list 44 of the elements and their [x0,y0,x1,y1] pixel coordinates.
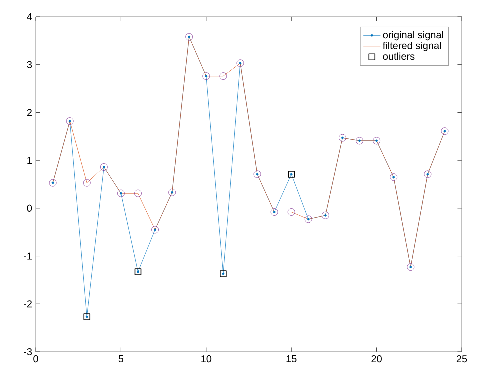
point [186,33,194,41]
y-tick-label: 1 [28,157,32,164]
legend-label: original signal [383,31,444,41]
point [83,179,91,187]
point [441,128,449,136]
y-tick-label: 2 [27,109,32,116]
point [407,264,415,271]
point [66,118,74,126]
y-tick-label: -1 [24,252,32,260]
point [84,314,91,320]
y-tick-label: 3 [27,61,32,68]
point [270,208,278,216]
point [288,208,296,216]
point [254,170,262,178]
point [356,137,364,145]
point [202,72,210,80]
point [339,134,346,142]
point [118,190,125,198]
x-tick-label: 10 [202,356,212,363]
point [134,190,142,198]
point [100,164,108,171]
x-tick-label: 5 [118,356,124,362]
y-tick-label: 4 [27,14,32,20]
point [134,268,142,276]
point [373,137,380,145]
y-tick-label: -3 [24,348,32,356]
point [304,216,312,224]
point [322,212,330,220]
point [390,174,398,182]
point [424,170,432,178]
point [86,316,88,318]
x-tick-label: 25 [456,356,468,363]
y-tick-label: 0 [27,204,32,212]
point [49,179,57,187]
point [152,226,159,234]
x-tick-label: 20 [372,356,382,363]
y-tick-label: -2 [24,300,32,308]
point [236,60,244,68]
point [220,72,228,80]
point [168,188,176,196]
x-tick-label: 15 [286,356,297,362]
legend-label: outliers [383,52,415,60]
legend-label: filtered signal [383,42,442,52]
x-tick-label: 0 [34,356,38,363]
